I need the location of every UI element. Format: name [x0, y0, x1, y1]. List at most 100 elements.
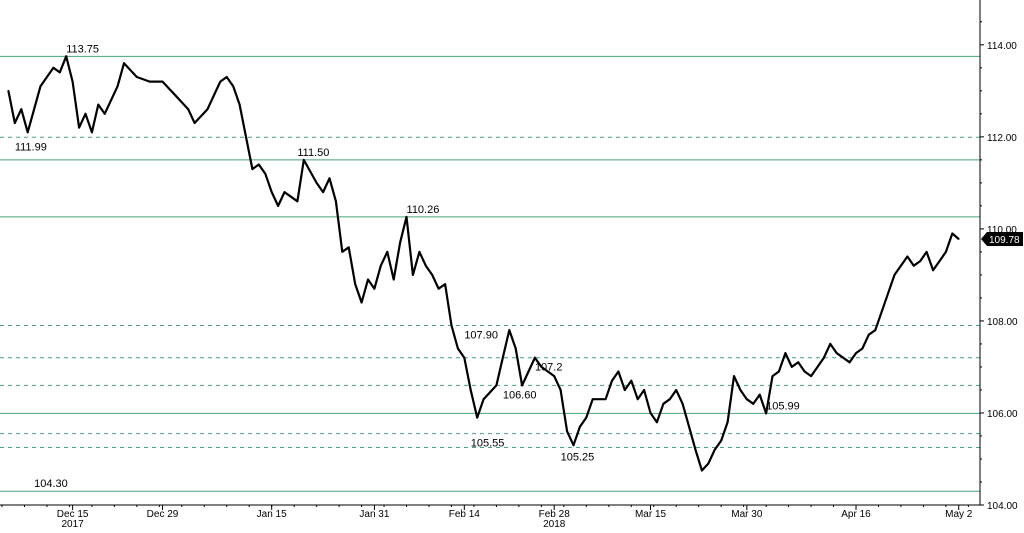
x-tick-label-9: May 2	[945, 509, 973, 520]
series-point-66	[501, 356, 504, 359]
y-axis: 104.00 106.00 108.00 110.00 112.00 114.00 109.…	[979, 0, 1023, 512]
series-point-99	[726, 421, 729, 424]
reference-label-0: 113.75	[66, 43, 99, 55]
series-point-5	[52, 66, 55, 69]
series-point-110	[797, 361, 800, 364]
series-point-9	[78, 126, 80, 129]
y-tick-label-0: 104.00	[987, 501, 1018, 512]
series-point-47	[373, 287, 376, 290]
reference-lines	[0, 55, 980, 492]
series-point-32	[270, 191, 273, 194]
series-point-112	[810, 375, 812, 377]
y-tick-label-4: 112.00	[987, 133, 1017, 144]
series-point-13	[103, 112, 106, 115]
series-point-117	[855, 352, 857, 354]
series-point-70	[527, 370, 530, 373]
series-point-60	[457, 347, 459, 350]
series-point-129	[932, 269, 934, 272]
series-point-85	[636, 398, 639, 401]
series-point-22	[206, 108, 209, 111]
series-point-123	[893, 274, 896, 276]
series-layer	[7, 55, 960, 472]
series-point-92	[681, 402, 684, 405]
series-point-29	[251, 168, 254, 171]
series-point-11	[91, 131, 93, 134]
series-point-58	[444, 283, 446, 285]
series-point-1	[13, 122, 16, 124]
y-tick-label-3: 110.00	[987, 225, 1017, 236]
reference-label-7: 105.99	[766, 400, 800, 412]
series-point-10	[84, 112, 87, 115]
series-point-72	[540, 366, 543, 368]
x-axis: Dec 15 Dec 29 Jan 15 Jan 31 Feb 14 Feb 28 Mar …	[0, 504, 980, 530]
series-point-78	[585, 416, 588, 419]
series-point-48	[379, 264, 382, 267]
series-point-31	[264, 172, 267, 175]
series-point-88	[656, 421, 658, 424]
series-point-104	[758, 393, 761, 396]
series-point-68	[514, 347, 517, 350]
series-point-118	[861, 347, 864, 350]
series-point-20	[187, 108, 190, 111]
series-point-105	[765, 412, 767, 415]
x-year-label-0: 2017	[62, 519, 85, 528]
series-line-0	[7, 55, 960, 472]
series-point-128	[925, 251, 928, 253]
series-point-107	[778, 370, 780, 373]
series-point-113	[823, 356, 825, 359]
series-point-74	[559, 389, 562, 391]
series-point-63	[476, 416, 479, 419]
series-point-84	[630, 379, 633, 382]
series-point-108	[784, 352, 787, 354]
series-point-75	[566, 430, 568, 433]
series-point-103	[752, 402, 755, 405]
series-point-73	[553, 375, 556, 377]
series-point-124	[900, 264, 902, 267]
series-point-125	[906, 255, 909, 258]
x-year-label-1: 2018	[543, 519, 566, 528]
series-point-52	[405, 216, 408, 218]
series-point-59	[450, 324, 453, 327]
series-point-120	[874, 329, 877, 331]
series-point-94	[694, 448, 697, 451]
series-point-37	[302, 159, 305, 161]
series-point-71	[534, 356, 536, 359]
series-point-119	[867, 333, 870, 336]
series-point-126	[912, 264, 915, 267]
series-point-21	[193, 122, 196, 124]
series-point-12	[97, 103, 100, 106]
series-point-91	[675, 389, 678, 391]
series-point-102	[745, 398, 748, 401]
y-tick-label-1: 106.00	[987, 409, 1018, 420]
series-point-28	[245, 136, 247, 138]
series-point-30	[257, 163, 260, 166]
series-point-131	[945, 251, 947, 253]
series-point-50	[392, 278, 395, 281]
series-point-14	[116, 85, 119, 88]
series-point-39	[322, 191, 324, 194]
series-point-42	[341, 251, 344, 253]
last-value-label: 109.78	[989, 235, 1020, 246]
series-point-4	[39, 85, 42, 88]
series-point-133	[957, 238, 960, 240]
series-point-3	[26, 131, 29, 134]
series-point-26	[232, 85, 235, 88]
reference-label-2: 111.50	[297, 147, 329, 159]
series-point-18	[161, 80, 164, 83]
x-tick-label-6: Mar 15	[635, 509, 667, 520]
series-point-101	[739, 389, 742, 391]
series-point-132	[951, 232, 954, 235]
series-point-62	[469, 389, 472, 391]
reference-label-1: 111.99	[15, 141, 47, 153]
y-tick-label-5: 114.00	[987, 41, 1017, 52]
series-point-34	[283, 191, 286, 194]
reference-label-3: 110.26	[407, 204, 440, 216]
x-tick-label-0: Dec 15	[57, 509, 89, 520]
series-point-35	[290, 195, 292, 198]
series-point-93	[688, 425, 690, 428]
x-tick-label-8: Apr 16	[841, 509, 871, 520]
series-point-56	[431, 274, 434, 276]
reference-label-4: 107.90	[464, 330, 498, 342]
reference-label-6: 106.60	[503, 389, 537, 401]
